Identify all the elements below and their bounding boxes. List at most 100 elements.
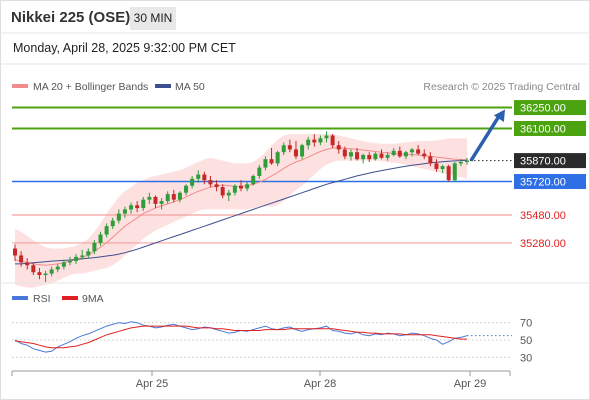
ma50-legend-label: MA 50 bbox=[175, 81, 205, 93]
candle bbox=[458, 159, 463, 167]
candle bbox=[147, 192, 152, 204]
candle bbox=[355, 148, 360, 161]
candle bbox=[330, 134, 335, 149]
rsi-legend: RSI 9MA bbox=[12, 293, 104, 305]
bollinger-bands bbox=[15, 134, 467, 288]
candle-body bbox=[379, 153, 384, 158]
candle-body bbox=[452, 163, 457, 181]
candle bbox=[98, 231, 103, 246]
candle bbox=[312, 134, 317, 147]
candle-body bbox=[287, 145, 292, 150]
candle-body bbox=[348, 152, 353, 157]
rsi-ma-legend-label: 9MA bbox=[82, 293, 104, 305]
candle bbox=[37, 268, 42, 280]
candle-body bbox=[116, 213, 121, 221]
candle bbox=[465, 157, 469, 165]
candle-body bbox=[129, 205, 134, 210]
candle bbox=[55, 263, 60, 273]
candle-body bbox=[55, 266, 60, 270]
candle-body bbox=[232, 185, 237, 193]
candle-body bbox=[202, 174, 207, 181]
x-tick-label: Apr 25 bbox=[136, 378, 168, 390]
candle bbox=[287, 139, 292, 153]
candle bbox=[293, 141, 298, 160]
candle-body bbox=[373, 153, 378, 160]
candle bbox=[43, 270, 48, 282]
candle bbox=[232, 184, 237, 196]
candle-body bbox=[355, 152, 360, 160]
candle bbox=[440, 164, 445, 174]
level-label-box bbox=[514, 153, 586, 169]
candle-body bbox=[410, 149, 415, 153]
candle bbox=[141, 196, 146, 211]
candle bbox=[300, 143, 305, 160]
candle-body bbox=[342, 149, 347, 157]
candle-body bbox=[416, 149, 421, 154]
candle-body bbox=[104, 226, 109, 235]
candle bbox=[361, 153, 366, 164]
candle-body bbox=[275, 152, 280, 164]
level-label: 35870.00 bbox=[520, 156, 566, 168]
rsi-legend-swatch bbox=[12, 296, 28, 300]
candle bbox=[226, 189, 231, 202]
candle bbox=[403, 150, 408, 160]
candle bbox=[397, 146, 402, 158]
datetime-label: Monday, April 28, 2025 9:32:00 PM CET bbox=[13, 41, 236, 55]
candle-body bbox=[190, 178, 195, 186]
candle bbox=[239, 180, 243, 192]
candle-body bbox=[37, 272, 42, 276]
candle-body bbox=[281, 145, 286, 153]
candle bbox=[25, 258, 30, 270]
candle-body bbox=[434, 163, 439, 169]
candle-body bbox=[367, 155, 372, 160]
level-label: 35720.00 bbox=[520, 177, 566, 189]
timeframe-badge[interactable]: 30 MIN bbox=[130, 7, 176, 30]
candle-body bbox=[171, 194, 176, 200]
candle bbox=[385, 152, 390, 161]
candle-body bbox=[312, 139, 317, 143]
main-legend: MA 20 + Bollinger Bands MA 50 Research ©… bbox=[12, 81, 580, 93]
candle-body bbox=[361, 155, 366, 160]
candle bbox=[19, 251, 24, 267]
candle-body bbox=[92, 242, 97, 252]
ma50-legend-swatch bbox=[155, 84, 171, 88]
candle bbox=[324, 131, 329, 143]
candle bbox=[306, 136, 311, 150]
candle-body bbox=[220, 187, 225, 196]
candle bbox=[49, 266, 54, 277]
level-label: 36250.00 bbox=[520, 103, 566, 115]
candle-body bbox=[196, 174, 201, 179]
candle bbox=[110, 217, 115, 229]
candle-body bbox=[239, 185, 243, 189]
candle bbox=[190, 175, 195, 189]
candle-body bbox=[31, 265, 36, 273]
candle bbox=[214, 180, 219, 192]
candle bbox=[220, 184, 225, 199]
candle bbox=[263, 156, 268, 171]
candle bbox=[275, 150, 280, 167]
candle bbox=[129, 202, 134, 214]
candle-body bbox=[336, 145, 341, 150]
candle bbox=[184, 184, 189, 196]
candle-body bbox=[122, 209, 127, 214]
rsi-legend-label: RSI bbox=[33, 293, 51, 305]
candle-body bbox=[300, 145, 305, 157]
candle bbox=[342, 146, 347, 160]
rsi-tick-label: 70 bbox=[520, 318, 532, 330]
candle-body bbox=[67, 261, 72, 263]
candle bbox=[348, 149, 353, 161]
candle bbox=[245, 181, 250, 192]
candle-body bbox=[458, 161, 463, 164]
candle-body bbox=[147, 196, 152, 200]
arrow-head bbox=[493, 109, 505, 123]
candle-body bbox=[269, 159, 274, 164]
level-lines bbox=[12, 106, 512, 244]
candle bbox=[74, 254, 79, 264]
candle-body bbox=[135, 205, 140, 209]
candle bbox=[452, 161, 457, 182]
level-label: 35480.00 bbox=[520, 210, 566, 222]
candle bbox=[336, 141, 341, 154]
candle bbox=[116, 209, 121, 224]
arrow-shaft bbox=[469, 113, 502, 162]
candle-body bbox=[25, 262, 30, 266]
